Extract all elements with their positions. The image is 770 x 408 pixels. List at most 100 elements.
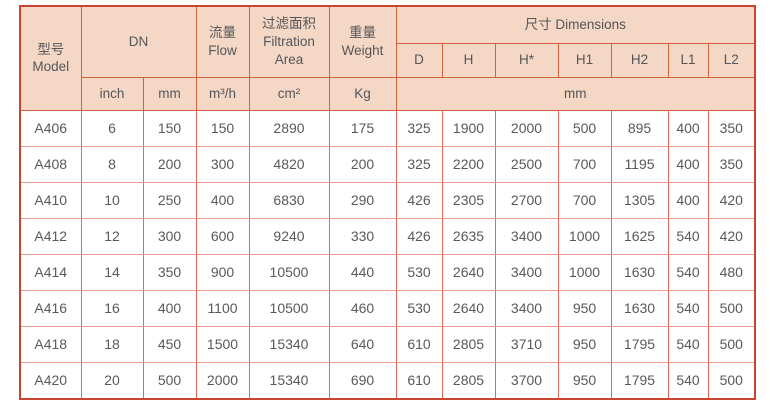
- header-unit-dimensions: mm: [395, 76, 756, 111]
- cell-dim-h1: 950: [557, 361, 612, 399]
- header-dim-h1: H1: [557, 42, 612, 78]
- header-weight: 重量 Weight: [328, 5, 397, 78]
- cell-dim-l1: 400: [667, 181, 709, 219]
- cell-dn-mm: 350: [142, 253, 197, 291]
- cell-dn-inch: 10: [80, 181, 144, 219]
- header-unit-weight: Kg: [328, 76, 397, 111]
- cell-dim-l1: 540: [667, 217, 709, 255]
- cell-dim-l2: 420: [707, 217, 756, 255]
- cell-dn-inch: 12: [80, 217, 144, 255]
- cell-weight: 330: [328, 217, 397, 255]
- cell-dim-h-star: 3700: [494, 361, 559, 399]
- header-unit-inch: inch: [80, 76, 144, 111]
- cell-dim-h: 2305: [441, 181, 496, 219]
- cell-dim-h1: 700: [557, 181, 612, 219]
- cell-flow: 1100: [195, 289, 250, 327]
- cell-dim-l1: 540: [667, 253, 709, 291]
- cell-dn-mm: 200: [142, 145, 197, 183]
- cell-weight: 175: [328, 109, 397, 147]
- cell-dim-h2: 1630: [610, 289, 669, 327]
- cell-model: A416: [19, 289, 82, 327]
- cell-filtration-area: 4820: [248, 145, 330, 183]
- cell-dim-h2: 1630: [610, 253, 669, 291]
- cell-model: A408: [19, 145, 82, 183]
- cell-model: A412: [19, 217, 82, 255]
- cell-dn-inch: 16: [80, 289, 144, 327]
- cell-flow: 1500: [195, 325, 250, 363]
- header-dim-h2: H2: [610, 42, 669, 78]
- cell-flow: 900: [195, 253, 250, 291]
- cell-filtration-area: 10500: [248, 253, 330, 291]
- header-unit-flow: m³/h: [195, 76, 250, 111]
- cell-weight: 290: [328, 181, 397, 219]
- cell-dim-d: 610: [395, 361, 443, 399]
- cell-dim-h1: 700: [557, 145, 612, 183]
- cell-dn-inch: 14: [80, 253, 144, 291]
- header-flow: 流量 Flow: [195, 5, 250, 78]
- cell-dn-inch: 20: [80, 361, 144, 399]
- header-dimensions: 尺寸 Dimensions: [395, 5, 756, 44]
- cell-dim-l1: 400: [667, 145, 709, 183]
- cell-model: A420: [19, 361, 82, 399]
- cell-dim-l1: 540: [667, 361, 709, 399]
- header-dim-d: D: [395, 42, 443, 78]
- cell-dim-h: 2640: [441, 253, 496, 291]
- cell-model: A418: [19, 325, 82, 363]
- cell-weight: 640: [328, 325, 397, 363]
- cell-dim-h-star: 2000: [494, 109, 559, 147]
- cell-dn-inch: 6: [80, 109, 144, 147]
- cell-dn-mm: 300: [142, 217, 197, 255]
- header-unit-mm: mm: [142, 76, 197, 111]
- cell-weight: 200: [328, 145, 397, 183]
- cell-weight: 690: [328, 361, 397, 399]
- cell-dim-h1: 950: [557, 289, 612, 327]
- cell-dim-h1: 1000: [557, 253, 612, 291]
- cell-dim-h2: 1795: [610, 361, 669, 399]
- header-unit-filtration: cm²: [248, 76, 330, 111]
- table-body: A406 6 150 150 2890 175 325 1900 2000 500 895 400 35…: [19, 109, 756, 399]
- table-row: A420 20 500 2000 15340 690 610 2805 3700 950 1795 5…: [19, 361, 756, 399]
- cell-dn-inch: 8: [80, 145, 144, 183]
- cell-filtration-area: 10500: [248, 289, 330, 327]
- header-filtration-area: 过滤面积 Filtration Area: [248, 5, 330, 78]
- cell-dim-h: 2805: [441, 325, 496, 363]
- cell-dim-h-star: 2500: [494, 145, 559, 183]
- cell-dn-mm: 450: [142, 325, 197, 363]
- cell-dn-inch: 18: [80, 325, 144, 363]
- cell-dim-l2: 350: [707, 109, 756, 147]
- header-dim-l1: L1: [667, 42, 709, 78]
- cell-dim-h-star: 3400: [494, 253, 559, 291]
- table-row: A406 6 150 150 2890 175 325 1900 2000 500 895 400 35…: [19, 109, 756, 147]
- cell-dim-h-star: 3710: [494, 325, 559, 363]
- cell-weight: 440: [328, 253, 397, 291]
- cell-dim-d: 610: [395, 325, 443, 363]
- cell-filtration-area: 15340: [248, 325, 330, 363]
- cell-filtration-area: 6830: [248, 181, 330, 219]
- cell-dim-h2: 1625: [610, 217, 669, 255]
- cell-dim-d: 530: [395, 289, 443, 327]
- cell-dim-h1: 500: [557, 109, 612, 147]
- cell-dim-l1: 540: [667, 325, 709, 363]
- cell-dim-l2: 500: [707, 361, 756, 399]
- cell-dim-d: 426: [395, 181, 443, 219]
- cell-dim-h-star: 2700: [494, 181, 559, 219]
- cell-dim-d: 426: [395, 217, 443, 255]
- cell-dim-h1: 1000: [557, 217, 612, 255]
- cell-dim-h: 1900: [441, 109, 496, 147]
- cell-model: A406: [19, 109, 82, 147]
- table-row: A408 8 200 300 4820 200 325 2200 2500 700 1195 400 3…: [19, 145, 756, 183]
- cell-dim-h1: 950: [557, 325, 612, 363]
- table-header: 型号 Model DN 流量 Flow 过滤面积 Filtration Area…: [19, 5, 756, 111]
- cell-dim-h2: 1195: [610, 145, 669, 183]
- table-row: A410 10 250 400 6830 290 426 2305 2700 700 1305 400…: [19, 181, 756, 219]
- cell-model: A414: [19, 253, 82, 291]
- cell-dim-d: 530: [395, 253, 443, 291]
- cell-dim-l1: 400: [667, 109, 709, 147]
- table-row: A412 12 300 600 9240 330 426 2635 3400 1000 1625 54…: [19, 217, 756, 255]
- cell-dim-l2: 480: [707, 253, 756, 291]
- table-row: A418 18 450 1500 15340 640 610 2805 3710 950 1795 5…: [19, 325, 756, 363]
- cell-filtration-area: 2890: [248, 109, 330, 147]
- cell-dim-h2: 1795: [610, 325, 669, 363]
- spec-table: 型号 Model DN 流量 Flow 过滤面积 Filtration Area…: [19, 5, 757, 400]
